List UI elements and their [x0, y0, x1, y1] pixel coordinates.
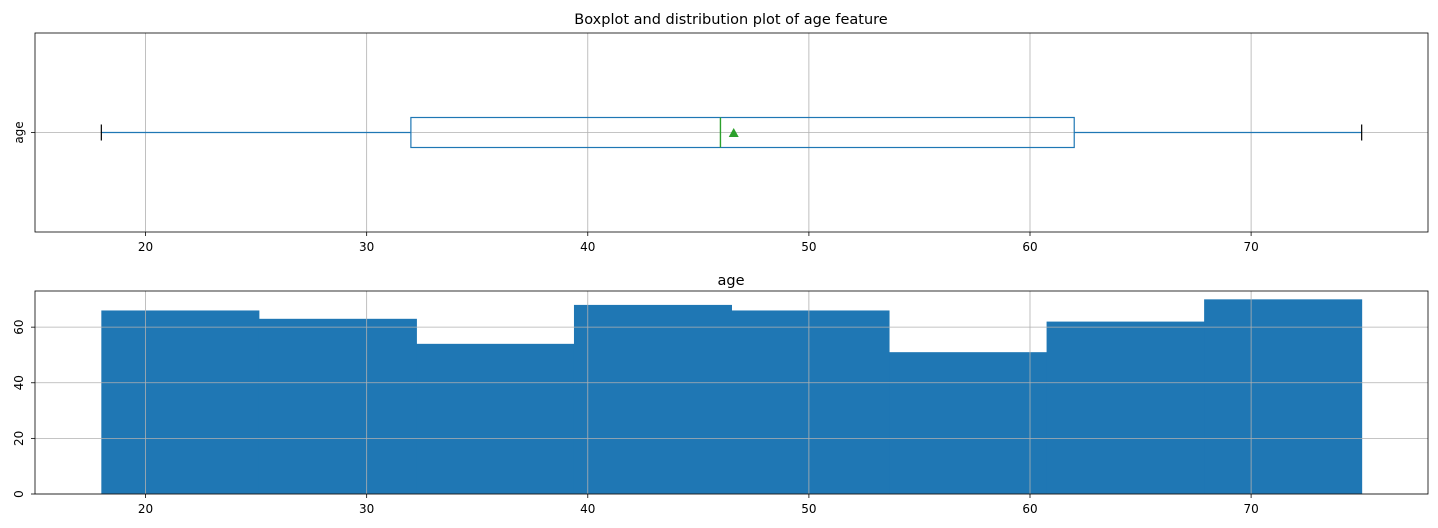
histogram-bar: [1046, 321, 1205, 494]
boxplot-marks: [100, 116, 1363, 149]
histogram-title: age: [717, 273, 744, 289]
boxplot-x-tick-label: 20: [138, 240, 153, 254]
histogram-bar: [889, 352, 1048, 494]
histogram-y-ticks: 0 20 40 60: [12, 320, 35, 498]
histogram-x-tick-label: 20: [138, 502, 153, 516]
histogram-x-tick-label: 50: [801, 502, 816, 516]
boxplot-x-tick-label: 40: [580, 240, 595, 254]
histogram-y-tick-label: 60: [12, 320, 26, 335]
histogram-x-tick-label: 70: [1243, 502, 1258, 516]
boxplot-y-ticks: age: [12, 121, 35, 144]
histogram-y-tick-label: 20: [12, 431, 26, 446]
histogram-bar: [573, 304, 732, 494]
histogram-y-tick-label: 0: [12, 490, 26, 498]
boxplot-x-tick-label: 50: [801, 240, 816, 254]
histogram-x-ticks: 20 30 40 50 60 70: [138, 494, 1259, 516]
boxplot-panel: 20 30 40 50 60 70 age Boxplot and distributio…: [12, 12, 1429, 254]
histogram-bar: [416, 343, 575, 494]
histogram-bar: [258, 318, 417, 494]
boxplot-title: Boxplot and distribution plot of age fea…: [574, 12, 888, 28]
boxplot-y-tick-label: age: [12, 121, 26, 143]
histogram-bar: [101, 310, 260, 494]
histogram-bars: [101, 299, 1363, 494]
boxplot-x-tick-label: 60: [1022, 240, 1037, 254]
histogram-x-tick-label: 40: [580, 502, 595, 516]
boxplot-mean-marker: [728, 128, 739, 137]
boxplot-x-ticks: 20 30 40 50 60 70: [138, 232, 1259, 254]
histogram-panel: 20 30 40 50 60 70 0 20 40 60 age: [12, 273, 1429, 516]
histogram-bar: [1204, 299, 1363, 494]
histogram-x-tick-label: 30: [359, 502, 374, 516]
boxplot-x-tick-label: 30: [359, 240, 374, 254]
histogram-axes-frame: [34, 290, 1429, 495]
histogram-bar: [731, 310, 890, 494]
boxplot-x-tick-label: 70: [1243, 240, 1258, 254]
histogram-x-tick-label: 60: [1022, 502, 1037, 516]
boxplot-iqr-box: [410, 116, 1075, 149]
histogram-y-tick-label: 40: [12, 375, 26, 390]
